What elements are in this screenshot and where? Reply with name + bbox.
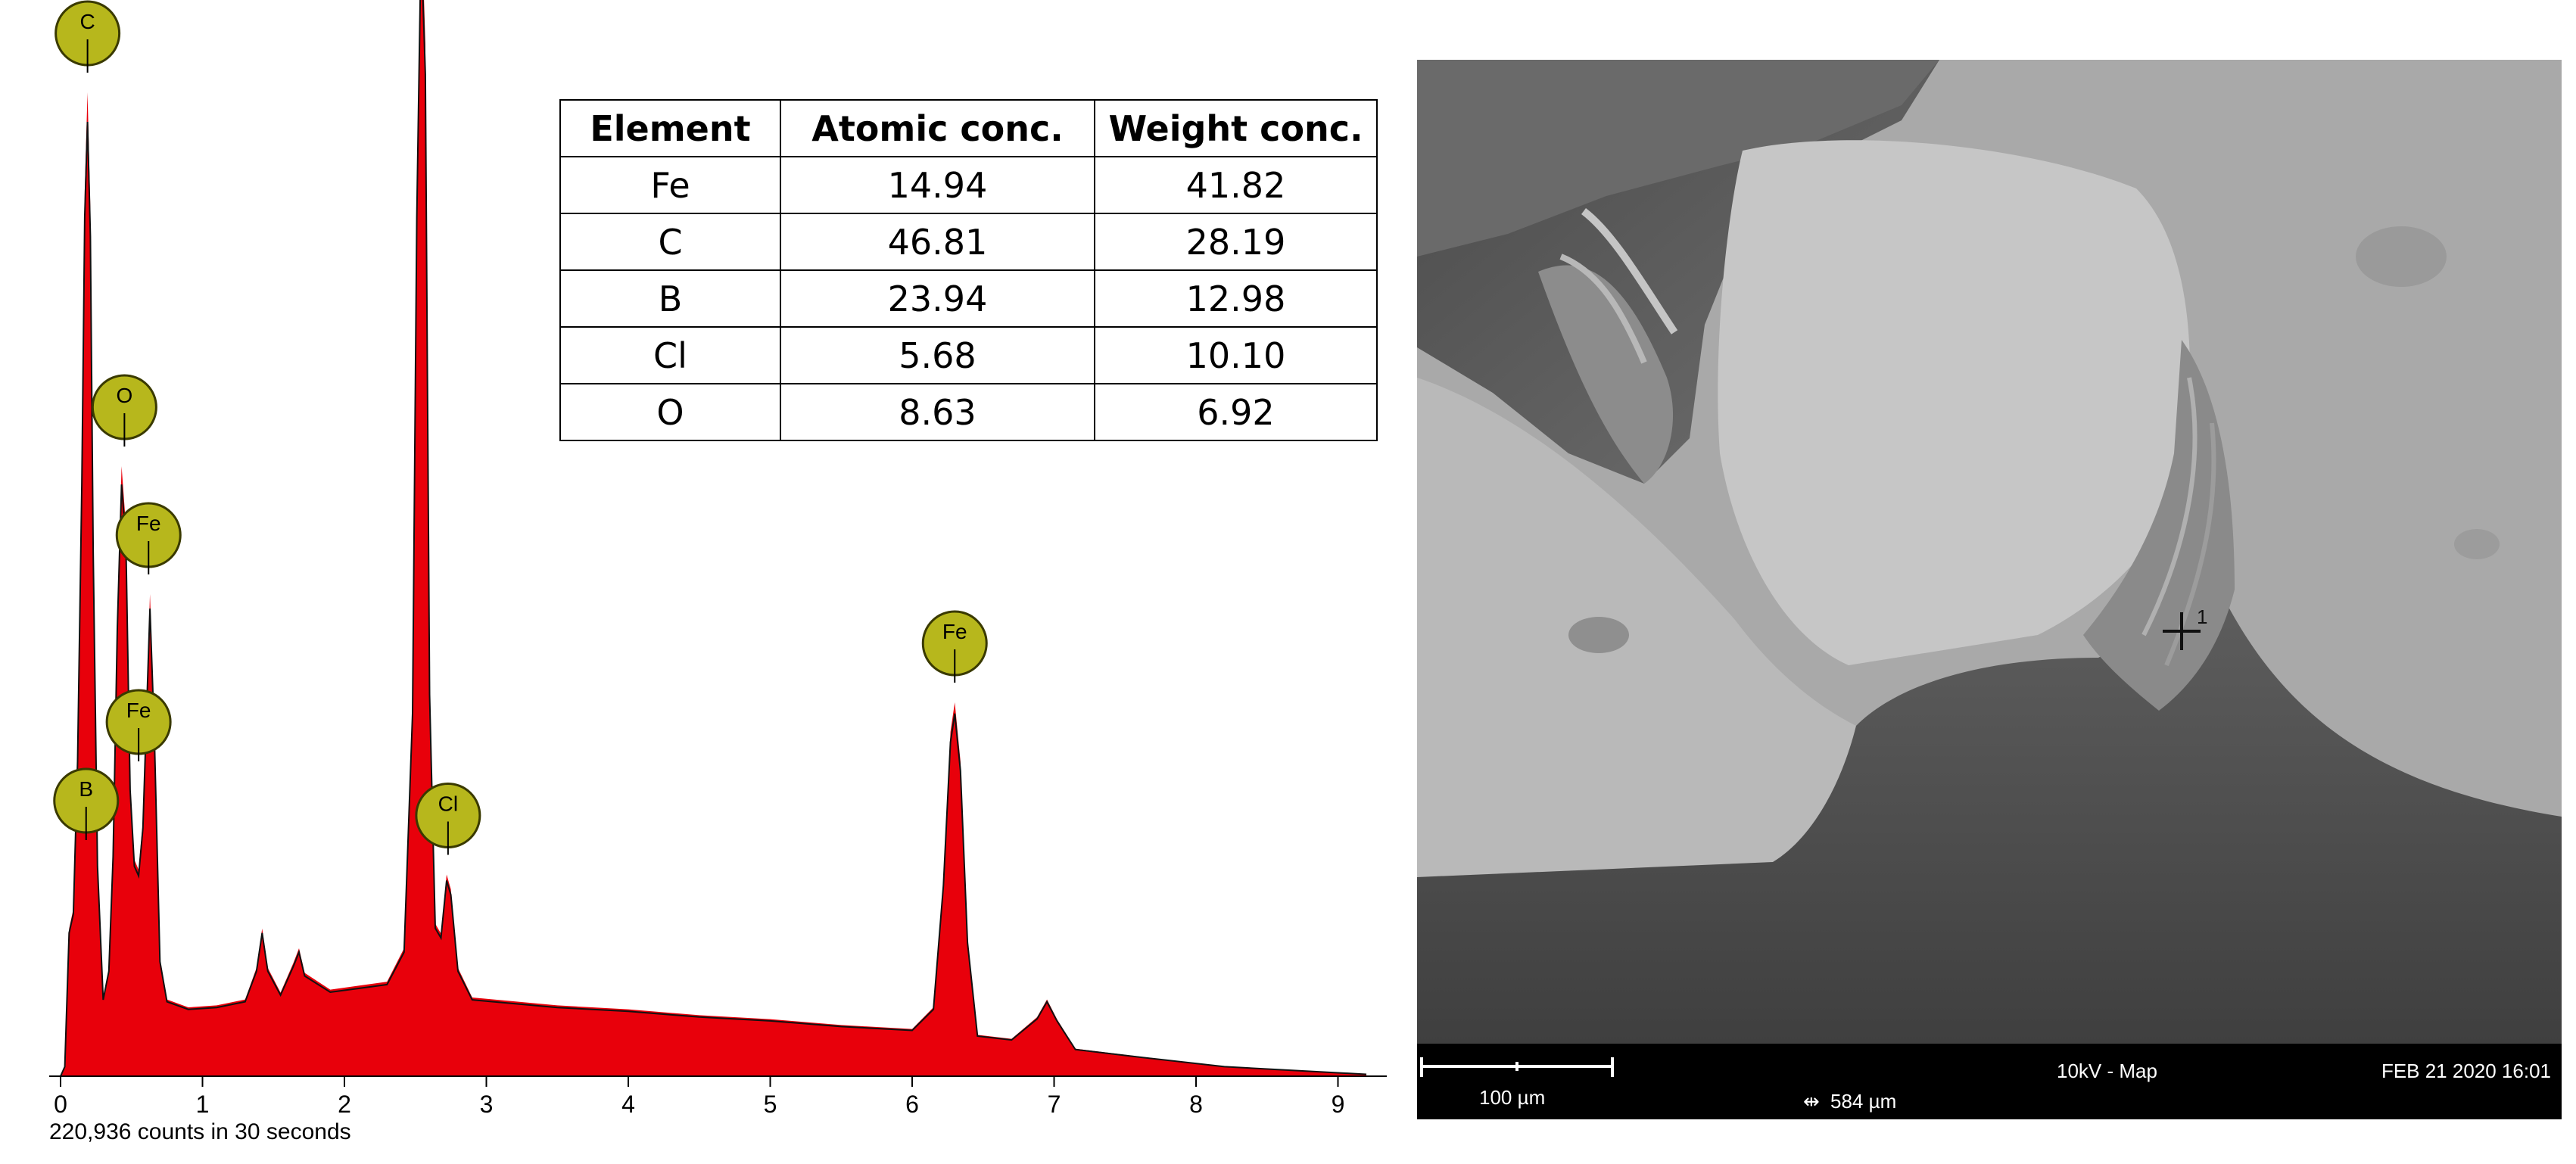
header-atomic-conc: Atomic conc. [780, 99, 1095, 157]
peak-marker-label: Fe [126, 699, 151, 722]
x-tick-label: 7 [1048, 1091, 1061, 1118]
peak-marker: C [55, 0, 121, 73]
sem-micrograph: 1 100 µm ⇹ 584 µm 10kV - Map FEB 21 2020… [1417, 60, 2562, 1119]
cell-element: O [559, 383, 781, 441]
cell-weight: 6.92 [1094, 383, 1378, 441]
field-width-label: 584 µm [1830, 1090, 1896, 1113]
x-axis-ticks: 0 1 2 3 4 5 6 7 8 9 [54, 1076, 1344, 1118]
table-row: O 8.63 6.92 [559, 383, 1378, 441]
table-row: Cl 5.68 10.10 [559, 326, 1378, 384]
spectrum-outline [60, 0, 1367, 1077]
counts-caption: 220,936 counts in 30 seconds [49, 1119, 351, 1144]
cell-atomic: 14.94 [780, 156, 1095, 214]
cell-element: Cl [559, 326, 781, 384]
cell-weight: 12.98 [1094, 269, 1378, 328]
x-tick-label: 3 [480, 1091, 494, 1118]
x-tick-label: 8 [1189, 1091, 1203, 1118]
cell-weight: 41.82 [1094, 156, 1378, 214]
peak-marker: Fe [921, 610, 988, 683]
scale-bar [1420, 1057, 1614, 1077]
table-row: B 23.94 12.98 [559, 269, 1378, 328]
peak-marker: O [91, 374, 157, 447]
spectrum-fill-layer [60, 0, 1367, 1077]
peak-marker-label: O [116, 384, 132, 407]
x-tick-label: 0 [54, 1091, 67, 1118]
cell-element: B [559, 269, 781, 328]
date-label: FEB 21 2020 16:01 [2381, 1060, 2551, 1082]
table-row: Fe 14.94 41.82 [559, 156, 1378, 214]
peak-marker: B [53, 767, 120, 840]
scale-label: 100 µm [1479, 1086, 1545, 1109]
micrograph-image: 1 [1417, 60, 2562, 1044]
peak-marker-label: B [79, 777, 93, 801]
cell-weight: 10.10 [1094, 326, 1378, 384]
x-tick-label: 5 [764, 1091, 777, 1118]
composition-table: Element Atomic conc. Weight conc. Fe 14.… [559, 99, 1378, 441]
field-width-icon: ⇹ [1803, 1091, 1820, 1113]
cell-atomic: 8.63 [780, 383, 1095, 441]
x-tick-label: 1 [196, 1091, 210, 1118]
point-label: 1 [2197, 605, 2207, 628]
table-header-row: Element Atomic conc. Weight conc. [559, 99, 1378, 157]
cell-element: Fe [559, 156, 781, 214]
header-weight-conc: Weight conc. [1094, 99, 1378, 157]
cell-atomic: 23.94 [780, 269, 1095, 328]
peak-marker: Fe [105, 689, 172, 761]
x-tick-label: 2 [338, 1091, 351, 1118]
table-row: C 46.81 28.19 [559, 213, 1378, 271]
peak-marker-label: Fe [136, 512, 161, 535]
peak-markers: BCOFeFeClClFe [53, 0, 988, 855]
x-tick-label: 6 [905, 1091, 919, 1118]
cell-element: C [559, 213, 781, 271]
peak-marker-label: Cl [438, 792, 458, 816]
crosshair-marker [2163, 612, 2201, 650]
peak-marker-label: Fe [942, 620, 967, 643]
info-bar: 100 µm ⇹ 584 µm 10kV - Map FEB 21 2020 1… [1417, 1044, 2562, 1119]
cell-atomic: 46.81 [780, 213, 1095, 271]
mode-label: 10kV - Map [2057, 1060, 2157, 1082]
peak-marker: Fe [115, 502, 182, 574]
cell-atomic: 5.68 [780, 326, 1095, 384]
peak-marker: Cl [415, 783, 481, 855]
x-tick-label: 9 [1332, 1091, 1345, 1118]
peak-marker-label: C [80, 10, 95, 33]
cell-weight: 28.19 [1094, 213, 1378, 271]
header-element: Element [559, 99, 781, 157]
x-tick-label: 4 [621, 1091, 635, 1118]
